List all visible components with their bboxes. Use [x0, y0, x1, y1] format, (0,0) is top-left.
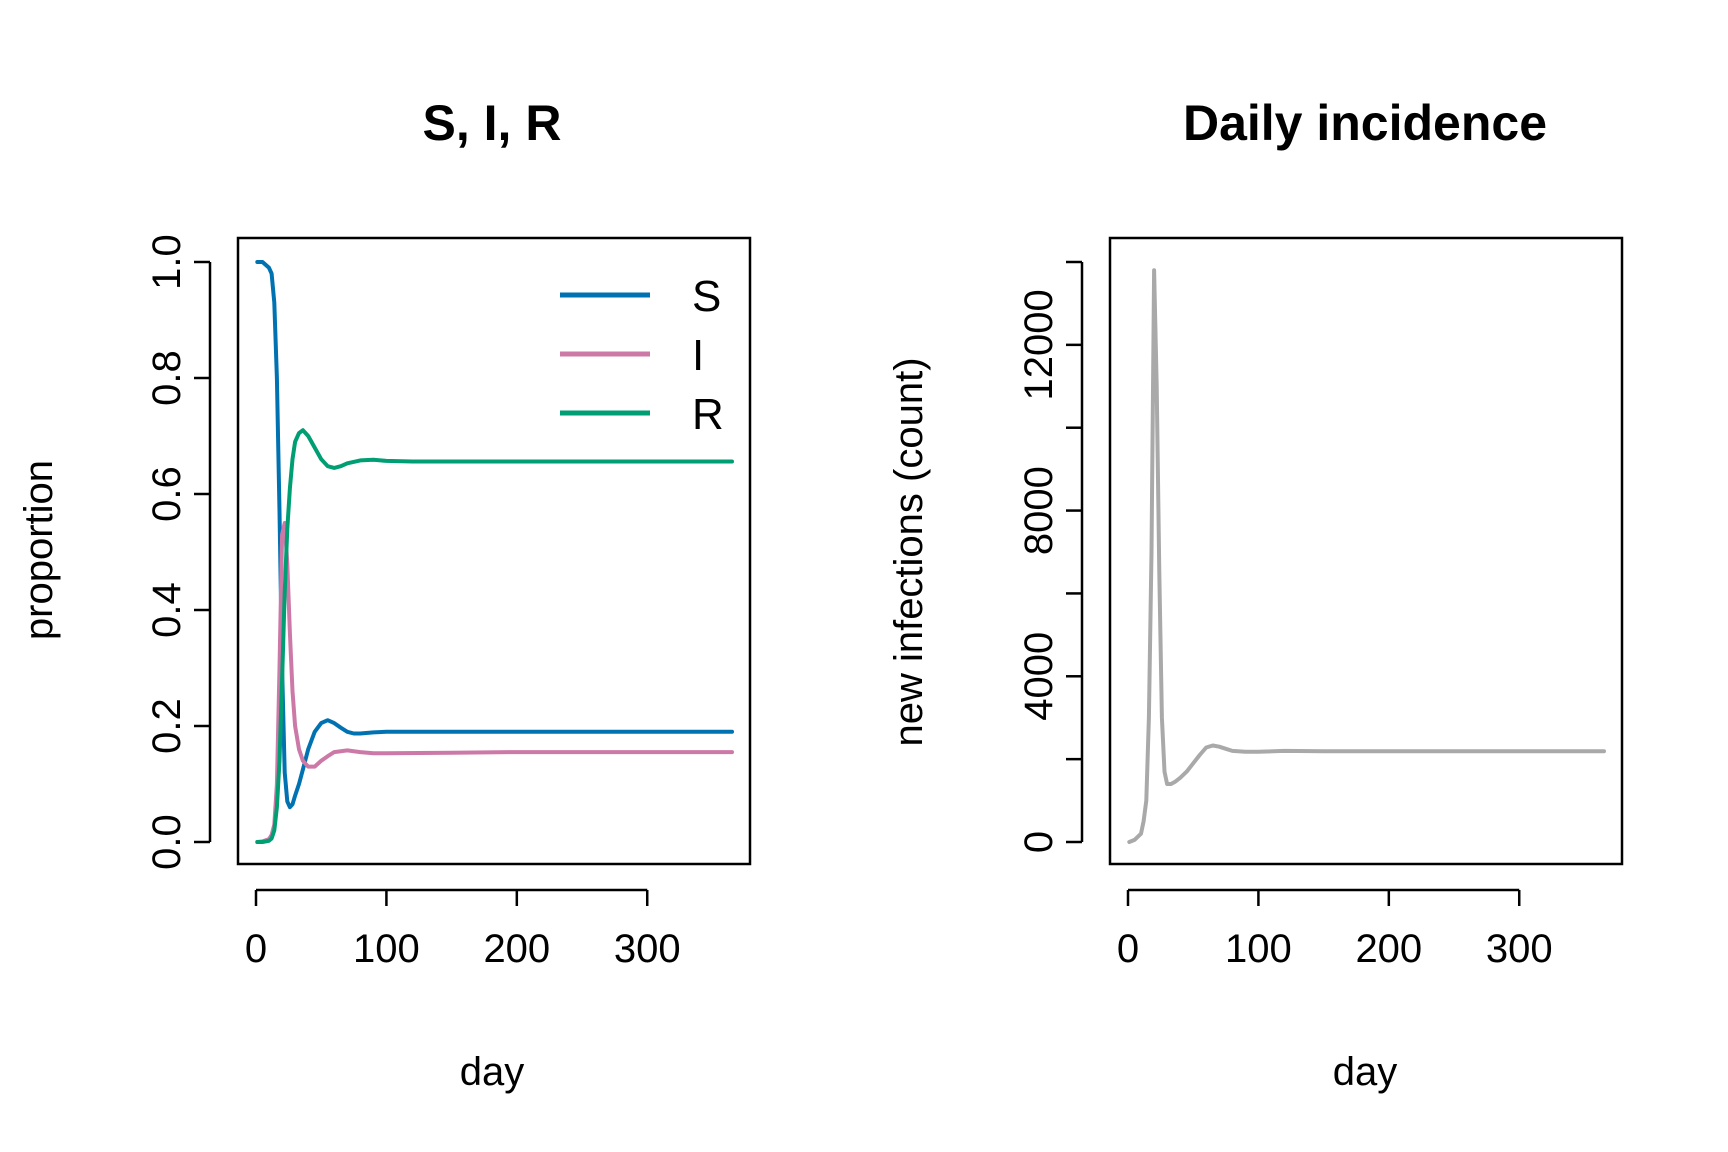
- incidence-y-axis: 0 4000 8000 12000: [1017, 260, 1084, 853]
- sir-x-tick-label: 200: [483, 927, 550, 971]
- incidence-y-tick-label: 0: [1017, 831, 1061, 853]
- incidence-y-tick-label: 8000: [1017, 466, 1061, 555]
- sir-legend: S I R: [560, 272, 724, 439]
- sir-x-axis: 0 100 200 300: [245, 888, 681, 971]
- sir-y-axis: 0.0 0.2 0.4 0.6 0.8 1.0: [145, 234, 212, 870]
- legend-label-i: I: [692, 331, 704, 380]
- incidence-x-axis: 0 100 200 300: [1117, 888, 1553, 971]
- sir-x-tick-label: 300: [614, 927, 681, 971]
- incidence-y-tick-label: 12000: [1017, 289, 1061, 400]
- incidence-x-tick-label: 0: [1117, 927, 1139, 971]
- incidence-y-tick-label: 4000: [1017, 632, 1061, 721]
- incidence-chart-title: Daily incidence: [1183, 95, 1547, 151]
- sir-y-tick-label: 1.0: [145, 234, 189, 290]
- incidence-chart-panel: Daily incidence day new infections (coun…: [887, 95, 1624, 1094]
- incidence-x-tick-label: 300: [1486, 927, 1553, 971]
- sir-y-tick-label: 0.4: [145, 582, 189, 638]
- sir-y-tick-label: 0.8: [145, 350, 189, 406]
- sir-x-tick-label: 0: [245, 927, 267, 971]
- incidence-x-tick-label: 100: [1225, 927, 1292, 971]
- incidence-x-tick-label: 200: [1355, 927, 1422, 971]
- sir-x-axis-title: day: [460, 1050, 525, 1094]
- sir-y-axis-title: proportion: [17, 460, 61, 640]
- sir-series-s-line: [255, 260, 734, 810]
- sir-chart-title: S, I, R: [423, 95, 562, 151]
- sir-y-tick-label: 0.6: [145, 466, 189, 522]
- legend-label-r: R: [692, 390, 724, 439]
- incidence-x-axis-title: day: [1333, 1050, 1398, 1094]
- sir-series-r-line: [255, 428, 734, 844]
- sir-plot-frame: [236, 236, 752, 866]
- sir-y-tick-label: 0.0: [145, 814, 189, 870]
- sir-x-tick-label: 100: [353, 927, 420, 971]
- incidence-plot-frame: [1108, 236, 1624, 866]
- incidence-series-daily-incidence-line: [1127, 268, 1606, 844]
- legend-label-s: S: [692, 272, 721, 321]
- incidence-y-axis-title: new infections (count): [887, 357, 931, 746]
- sir-series-layer: [255, 260, 734, 844]
- incidence-series-layer: [1127, 268, 1606, 844]
- sir-chart-panel: S, I, R day proportion 0 100 200 300 0.0 0.2…: [17, 95, 752, 1094]
- sir-y-tick-label: 0.2: [145, 698, 189, 754]
